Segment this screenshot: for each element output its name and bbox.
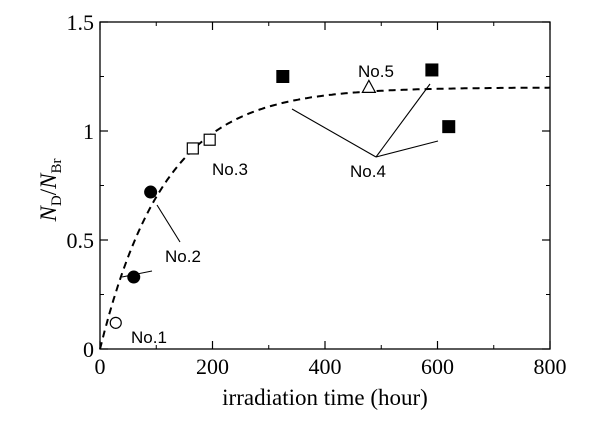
y-axis-label-sub1: D [49, 195, 65, 206]
no2-point-2 [144, 185, 158, 199]
no1-label: No.1 [131, 328, 167, 347]
no2-leader-line-2 [156, 204, 181, 243]
y-axis-label-n2: N [36, 172, 61, 190]
y-axis-label-n1: N [36, 204, 61, 222]
no4-point-1 [276, 70, 290, 83]
no5-point-1 [361, 79, 377, 94]
x-axis-label: irradiation time (hour) [222, 385, 428, 410]
no3-point-2 [203, 133, 216, 146]
x-tick-label-200: 200 [196, 354, 229, 379]
x-tick-label-400: 400 [309, 354, 342, 379]
no4-point-3 [442, 120, 456, 134]
y-tick-label-1.5: 1.5 [67, 10, 95, 35]
no4-point-2 [425, 63, 439, 77]
no3-label: No.3 [212, 160, 248, 179]
no2-label: No.2 [165, 247, 201, 266]
no4-leader-line-1 [291, 108, 377, 158]
no3-point-1 [186, 142, 199, 155]
no5-label: No.5 [358, 62, 394, 81]
y-axis-label: ND/NBr [36, 159, 65, 223]
y-tick-label-0.5: 0.5 [67, 228, 95, 253]
x-tick-label-0: 0 [95, 354, 106, 379]
no1-point-1 [109, 316, 122, 329]
no4-label: No.4 [350, 162, 386, 181]
plot-frame [99, 21, 551, 350]
y-tick-label-1: 1 [83, 119, 94, 144]
y-axis-label-sub2: Br [49, 159, 65, 174]
y-tick-label-0: 0 [83, 337, 94, 362]
no2-point-1 [127, 270, 141, 284]
y-axis-label-slash: / [36, 188, 61, 195]
no4-leader-line-2 [375, 83, 431, 158]
x-tick-label-600: 600 [421, 354, 454, 379]
fit-curve [99, 86, 551, 350]
x-tick-label-800: 800 [534, 354, 567, 379]
no4-leader-line-3 [375, 140, 439, 158]
